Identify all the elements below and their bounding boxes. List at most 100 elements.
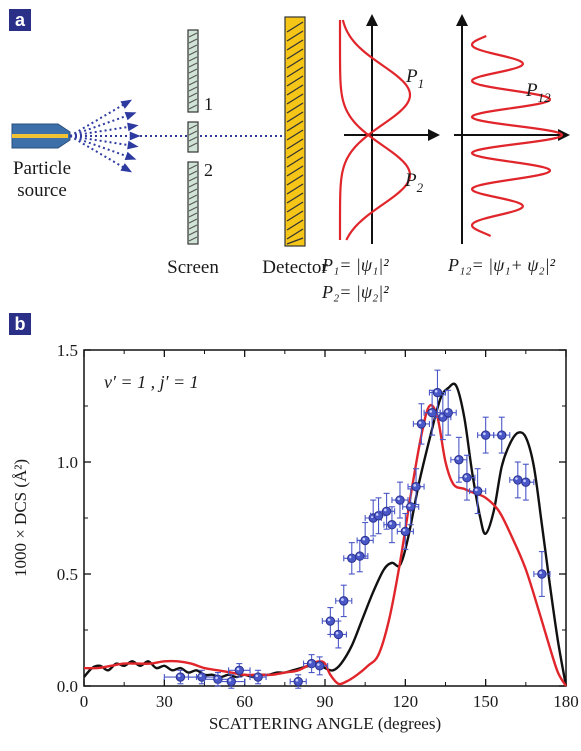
marker-highlight: [464, 475, 467, 478]
data-point: [311, 656, 329, 676]
ray-arrowhead: [127, 140, 139, 150]
plot-frame: [83, 349, 567, 687]
data-point: [249, 669, 267, 685]
marker-highlight: [335, 631, 339, 635]
equation-p12: P₁₂= |ψ₁+ ψ₂|²: [447, 255, 556, 275]
y-tick-label: 1.5: [57, 341, 78, 360]
marker-highlight: [434, 389, 438, 393]
marker-highlight: [341, 598, 344, 601]
data-marker: [521, 477, 531, 487]
data-point: [217, 674, 246, 689]
data-marker: [432, 387, 443, 398]
marker-highlight: [413, 484, 417, 487]
marker-highlight: [362, 537, 366, 541]
particle-rays: [69, 99, 285, 173]
marker-highlight: [429, 410, 433, 413]
panel-b-badge: [9, 313, 31, 335]
marker-highlight: [349, 555, 352, 559]
marker-highlight: [295, 678, 299, 682]
p1-p2-plot: [338, 14, 440, 244]
x-tick-label: 180: [553, 692, 579, 711]
data-marker: [325, 616, 336, 626]
panel-a-badge-text: a: [15, 10, 26, 30]
data-point: [321, 607, 339, 636]
marker-highlight: [177, 674, 181, 678]
data-point: [391, 481, 409, 519]
ray-arrowhead: [120, 99, 133, 109]
marker-highlight: [215, 676, 218, 680]
particle-ray: [69, 135, 133, 159]
detector: [284, 16, 306, 247]
y-axis-label: 1000 × DCS (Å²): [11, 459, 30, 577]
data-marker: [314, 661, 325, 671]
panel-a: a Particle source 1 2 Screen Detector: [9, 9, 570, 302]
y-tick-label: 1.0: [57, 453, 78, 472]
x-tick-label: 30: [156, 692, 173, 711]
source-label-line2: source: [17, 180, 67, 201]
data-marker: [339, 596, 349, 606]
data-point: [412, 403, 430, 445]
data-marker: [175, 672, 186, 682]
marker-highlight: [357, 553, 360, 557]
data-marker: [395, 495, 405, 505]
data-marker: [381, 506, 392, 516]
data-marker: [333, 629, 344, 640]
data-marker: [472, 486, 483, 496]
ray-arrowhead: [124, 151, 137, 161]
detector-label: Detector: [262, 257, 328, 278]
data-point: [396, 512, 414, 550]
panel-b-badge-text: b: [15, 314, 26, 334]
particle-source: [11, 123, 71, 149]
slit-2-label: 2: [204, 160, 213, 180]
data-marker: [416, 419, 427, 429]
data-marker: [497, 430, 507, 440]
marker-highlight: [418, 421, 422, 424]
particle-ray: [69, 135, 129, 171]
marker-highlight: [408, 504, 411, 507]
marker-highlight: [228, 678, 232, 682]
particle-ray: [69, 125, 135, 137]
data-marker: [537, 569, 547, 579]
dcs-chart: 0 30 60 90 120 150 180 0.0 0.5 1.0 1.5 v′ = 1 , j′…: [11, 341, 579, 733]
marker-highlight: [456, 457, 459, 460]
x-tick-label: 0: [80, 692, 89, 711]
p1-curve: [338, 19, 412, 241]
data-point: [378, 492, 396, 530]
marker-highlight: [440, 414, 443, 418]
data-point: [407, 468, 425, 506]
marker-highlight: [397, 497, 400, 501]
marker-highlight: [539, 571, 542, 574]
ray-arrowhead: [129, 131, 141, 141]
y-tick-label: 0.5: [57, 565, 78, 584]
panel-b: b 0 30 60 90 120 150 180 0.0 0.5 1.0 1.5 v′ = 1 , …: [9, 313, 579, 733]
data-marker: [293, 676, 303, 687]
p1-label: P1: [405, 66, 424, 91]
marker-highlight: [483, 432, 486, 436]
equation-p2: P₂= |ψ₂|²: [321, 282, 389, 302]
marker-highlight: [375, 513, 379, 516]
particle-ray: [69, 113, 133, 137]
data-marker: [405, 502, 416, 512]
marker-highlight: [499, 432, 502, 436]
data-point: [187, 669, 216, 685]
marker-highlight: [199, 674, 202, 678]
marker-highlight: [309, 661, 312, 664]
data-point: [458, 454, 476, 501]
screen-label: Screen: [167, 257, 219, 278]
p2-label: P2: [404, 170, 424, 195]
marker-highlight: [327, 618, 331, 622]
marker-highlight: [515, 477, 518, 480]
x-tick-label: 120: [393, 692, 419, 711]
data-point: [329, 620, 347, 649]
data-marker: [411, 481, 421, 492]
data-point: [533, 551, 551, 597]
data-point: [439, 389, 457, 436]
x-tick-label: 60: [236, 692, 253, 711]
data-point: [493, 416, 511, 454]
data-marker: [360, 535, 370, 546]
data-marker: [480, 430, 491, 440]
marker-highlight: [389, 522, 392, 525]
particle-ray: [69, 101, 129, 137]
data-point: [369, 497, 388, 535]
